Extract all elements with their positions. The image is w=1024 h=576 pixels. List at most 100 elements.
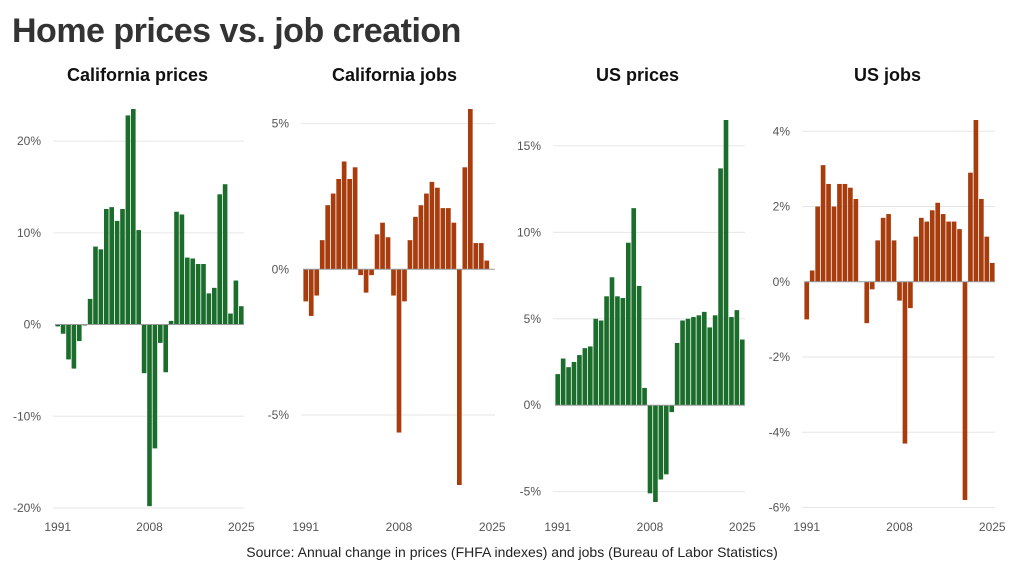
bar bbox=[625, 242, 631, 406]
x-tick-label: 2025 bbox=[479, 520, 506, 534]
bar bbox=[125, 115, 131, 325]
bar bbox=[864, 281, 870, 324]
bar bbox=[109, 207, 114, 325]
bar bbox=[593, 318, 599, 406]
panel-title-us-jobs: US jobs bbox=[853, 65, 921, 85]
bar bbox=[352, 167, 358, 270]
y-tick-label: 10% bbox=[17, 226, 41, 240]
bar bbox=[385, 237, 391, 270]
bar bbox=[429, 181, 435, 270]
bar bbox=[222, 184, 228, 325]
bar bbox=[842, 183, 848, 282]
x-tick-label: 2025 bbox=[729, 520, 756, 534]
bar bbox=[691, 317, 696, 406]
bar bbox=[663, 405, 669, 475]
bar bbox=[163, 324, 168, 373]
bar bbox=[168, 320, 174, 325]
bar bbox=[647, 405, 653, 494]
chart-panel-california-prices: -20% -10% 0% 10% 20% 1991 2008 2025 bbox=[13, 109, 255, 534]
bar bbox=[620, 298, 626, 406]
chart-panel-california-jobs: -5% 0% 5% 1991 2008 2025 bbox=[268, 109, 506, 534]
bar bbox=[718, 168, 723, 406]
bar bbox=[968, 172, 973, 282]
bar bbox=[462, 167, 468, 270]
bar bbox=[631, 208, 637, 406]
bar bbox=[669, 405, 675, 413]
bar bbox=[908, 281, 913, 309]
bar bbox=[396, 269, 402, 433]
bar bbox=[555, 374, 561, 406]
bar bbox=[658, 405, 664, 480]
bar bbox=[87, 298, 93, 325]
bar bbox=[701, 311, 707, 406]
bar bbox=[891, 240, 897, 282]
bar bbox=[60, 324, 66, 334]
page-title: Home prices vs. job creation bbox=[12, 12, 461, 50]
bar bbox=[815, 206, 820, 282]
bar bbox=[919, 217, 924, 282]
panel-title-california-jobs: California jobs bbox=[331, 65, 457, 85]
bar bbox=[598, 320, 604, 406]
bar bbox=[451, 222, 457, 270]
bar bbox=[195, 264, 201, 325]
x-tick-label: 1991 bbox=[292, 520, 319, 534]
bar bbox=[66, 324, 71, 360]
y-tick-label: 0% bbox=[524, 398, 542, 412]
bar bbox=[902, 281, 908, 444]
bar bbox=[303, 269, 309, 302]
y-tick-label: 0% bbox=[272, 262, 290, 276]
bar bbox=[924, 221, 930, 282]
bar bbox=[336, 178, 341, 270]
bar bbox=[636, 285, 642, 406]
bar bbox=[674, 342, 680, 406]
bar bbox=[147, 324, 152, 507]
bar bbox=[989, 262, 995, 282]
bar bbox=[886, 214, 891, 282]
bar bbox=[642, 387, 647, 406]
bar bbox=[407, 240, 413, 270]
bar bbox=[739, 339, 745, 406]
bar bbox=[136, 230, 141, 325]
bar bbox=[929, 210, 935, 282]
bar bbox=[473, 243, 479, 270]
bar bbox=[314, 269, 320, 296]
bar bbox=[957, 229, 962, 282]
panel-title-us-prices: US prices bbox=[595, 65, 680, 85]
x-tick-label: 2025 bbox=[228, 520, 255, 534]
bar bbox=[484, 260, 490, 270]
bar bbox=[984, 236, 990, 282]
bar bbox=[853, 199, 859, 282]
bar bbox=[212, 287, 217, 325]
bar bbox=[319, 240, 325, 270]
bar bbox=[228, 313, 233, 325]
bar bbox=[308, 269, 314, 316]
y-tick-label: -6% bbox=[769, 501, 791, 515]
bar bbox=[809, 270, 815, 282]
bar bbox=[962, 281, 968, 500]
bar bbox=[820, 165, 826, 282]
bar bbox=[77, 324, 82, 342]
bar bbox=[940, 214, 946, 282]
bar bbox=[71, 324, 77, 369]
bar bbox=[577, 355, 582, 406]
bar bbox=[440, 208, 446, 270]
bar bbox=[685, 318, 691, 406]
bar bbox=[380, 222, 385, 270]
bar bbox=[723, 120, 729, 406]
bar bbox=[201, 264, 206, 325]
bar bbox=[369, 269, 374, 276]
bar bbox=[566, 367, 571, 406]
bar bbox=[363, 269, 369, 293]
bar bbox=[582, 348, 588, 406]
bar bbox=[478, 243, 484, 270]
x-tick-label: 2008 bbox=[136, 520, 163, 534]
bar bbox=[848, 187, 853, 282]
bar bbox=[174, 211, 179, 325]
bar bbox=[804, 281, 810, 320]
bar bbox=[707, 327, 713, 406]
bar bbox=[869, 281, 875, 290]
bar bbox=[729, 317, 734, 406]
bar bbox=[973, 120, 979, 282]
y-tick-label: 4% bbox=[773, 124, 791, 138]
bar bbox=[880, 217, 886, 282]
